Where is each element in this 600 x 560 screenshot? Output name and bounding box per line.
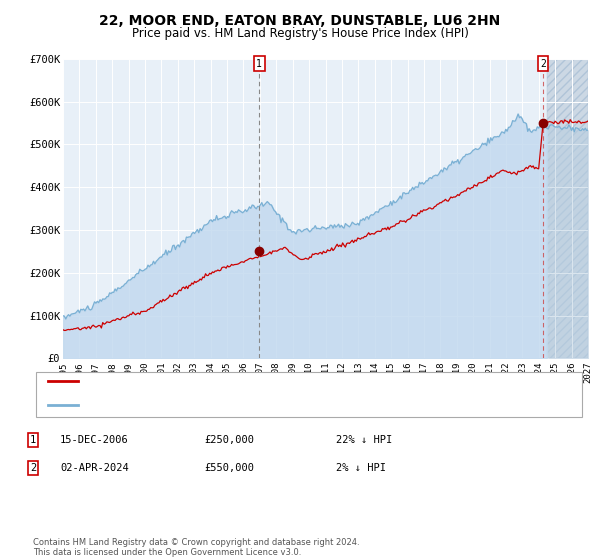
Text: 22, MOOR END, EATON BRAY, DUNSTABLE, LU6 2HN (detached house): 22, MOOR END, EATON BRAY, DUNSTABLE, LU6… [84,376,442,386]
Text: 2: 2 [30,463,36,473]
Text: £550,000: £550,000 [204,463,254,473]
Bar [547,59,588,358]
Text: 2: 2 [540,59,546,69]
Bar [547,59,588,358]
Text: 1: 1 [256,59,262,69]
Text: 22, MOOR END, EATON BRAY, DUNSTABLE, LU6 2HN: 22, MOOR END, EATON BRAY, DUNSTABLE, LU6… [100,14,500,28]
Text: £250,000: £250,000 [204,435,254,445]
Text: 15-DEC-2006: 15-DEC-2006 [60,435,129,445]
Text: HPI: Average price, detached house, Central Bedfordshire: HPI: Average price, detached house, Cent… [84,400,413,410]
Text: 22% ↓ HPI: 22% ↓ HPI [336,435,392,445]
Text: Price paid vs. HM Land Registry's House Price Index (HPI): Price paid vs. HM Land Registry's House … [131,27,469,40]
Text: 02-APR-2024: 02-APR-2024 [60,463,129,473]
Text: Contains HM Land Registry data © Crown copyright and database right 2024.
This d: Contains HM Land Registry data © Crown c… [33,538,359,557]
Text: 2% ↓ HPI: 2% ↓ HPI [336,463,386,473]
Text: 1: 1 [30,435,36,445]
